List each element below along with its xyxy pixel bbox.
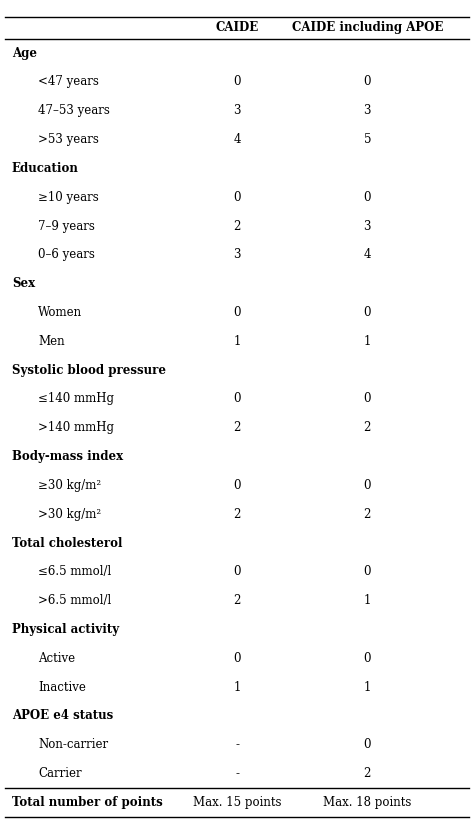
Text: 2: 2 <box>364 767 371 780</box>
Text: Total number of points: Total number of points <box>12 796 163 808</box>
Text: 1: 1 <box>233 681 241 694</box>
Text: 47–53 years: 47–53 years <box>38 104 110 117</box>
Text: Max. 15 points: Max. 15 points <box>193 796 281 808</box>
Text: ≤140 mmHg: ≤140 mmHg <box>38 393 114 405</box>
Text: Total cholesterol: Total cholesterol <box>12 536 122 549</box>
Text: 0: 0 <box>364 306 371 319</box>
Text: <47 years: <47 years <box>38 76 99 88</box>
Text: Carrier: Carrier <box>38 767 82 780</box>
Text: 2: 2 <box>233 219 241 233</box>
Text: >53 years: >53 years <box>38 133 99 146</box>
Text: ≥10 years: ≥10 years <box>38 191 99 204</box>
Text: 0: 0 <box>364 76 371 88</box>
Text: 1: 1 <box>364 335 371 348</box>
Text: Age: Age <box>12 47 37 59</box>
Text: Physical activity: Physical activity <box>12 623 119 636</box>
Text: 0: 0 <box>364 393 371 405</box>
Text: 4: 4 <box>364 248 371 262</box>
Text: 2: 2 <box>233 594 241 607</box>
Text: Non-carrier: Non-carrier <box>38 738 108 752</box>
Text: Active: Active <box>38 652 75 665</box>
Text: 0: 0 <box>233 76 241 88</box>
Text: Body-mass index: Body-mass index <box>12 450 123 463</box>
Text: 3: 3 <box>233 248 241 262</box>
Text: 2: 2 <box>364 507 371 521</box>
Text: 7–9 years: 7–9 years <box>38 219 95 233</box>
Text: Inactive: Inactive <box>38 681 86 694</box>
Text: CAIDE including APOE: CAIDE including APOE <box>292 21 443 34</box>
Text: 5: 5 <box>364 133 371 146</box>
Text: 0: 0 <box>233 478 241 492</box>
Text: 0: 0 <box>364 478 371 492</box>
Text: 0–6 years: 0–6 years <box>38 248 95 262</box>
Text: Systolic blood pressure: Systolic blood pressure <box>12 364 166 377</box>
Text: Max. 18 points: Max. 18 points <box>323 796 411 808</box>
Text: -: - <box>235 767 239 780</box>
Text: 0: 0 <box>364 191 371 204</box>
Text: CAIDE: CAIDE <box>215 21 259 34</box>
Text: 0: 0 <box>364 738 371 752</box>
Text: -: - <box>235 738 239 752</box>
Text: 0: 0 <box>233 306 241 319</box>
Text: >6.5 mmol/l: >6.5 mmol/l <box>38 594 111 607</box>
Text: 1: 1 <box>364 681 371 694</box>
Text: APOE e4 status: APOE e4 status <box>12 710 113 723</box>
Text: 3: 3 <box>233 104 241 117</box>
Text: 0: 0 <box>364 652 371 665</box>
Text: 3: 3 <box>364 104 371 117</box>
Text: Sex: Sex <box>12 277 35 290</box>
Text: >30 kg/m²: >30 kg/m² <box>38 507 101 521</box>
Text: >140 mmHg: >140 mmHg <box>38 422 114 434</box>
Text: 0: 0 <box>233 393 241 405</box>
Text: 1: 1 <box>364 594 371 607</box>
Text: ≤6.5 mmol/l: ≤6.5 mmol/l <box>38 565 111 578</box>
Text: 2: 2 <box>233 507 241 521</box>
Text: 0: 0 <box>364 565 371 578</box>
Text: 2: 2 <box>233 422 241 434</box>
Text: Women: Women <box>38 306 82 319</box>
Text: 3: 3 <box>364 219 371 233</box>
Text: 0: 0 <box>233 652 241 665</box>
Text: 2: 2 <box>364 422 371 434</box>
Text: 0: 0 <box>233 191 241 204</box>
Text: ≥30 kg/m²: ≥30 kg/m² <box>38 478 101 492</box>
Text: Men: Men <box>38 335 64 348</box>
Text: Education: Education <box>12 162 79 175</box>
Text: 0: 0 <box>233 565 241 578</box>
Text: 1: 1 <box>233 335 241 348</box>
Text: 4: 4 <box>233 133 241 146</box>
